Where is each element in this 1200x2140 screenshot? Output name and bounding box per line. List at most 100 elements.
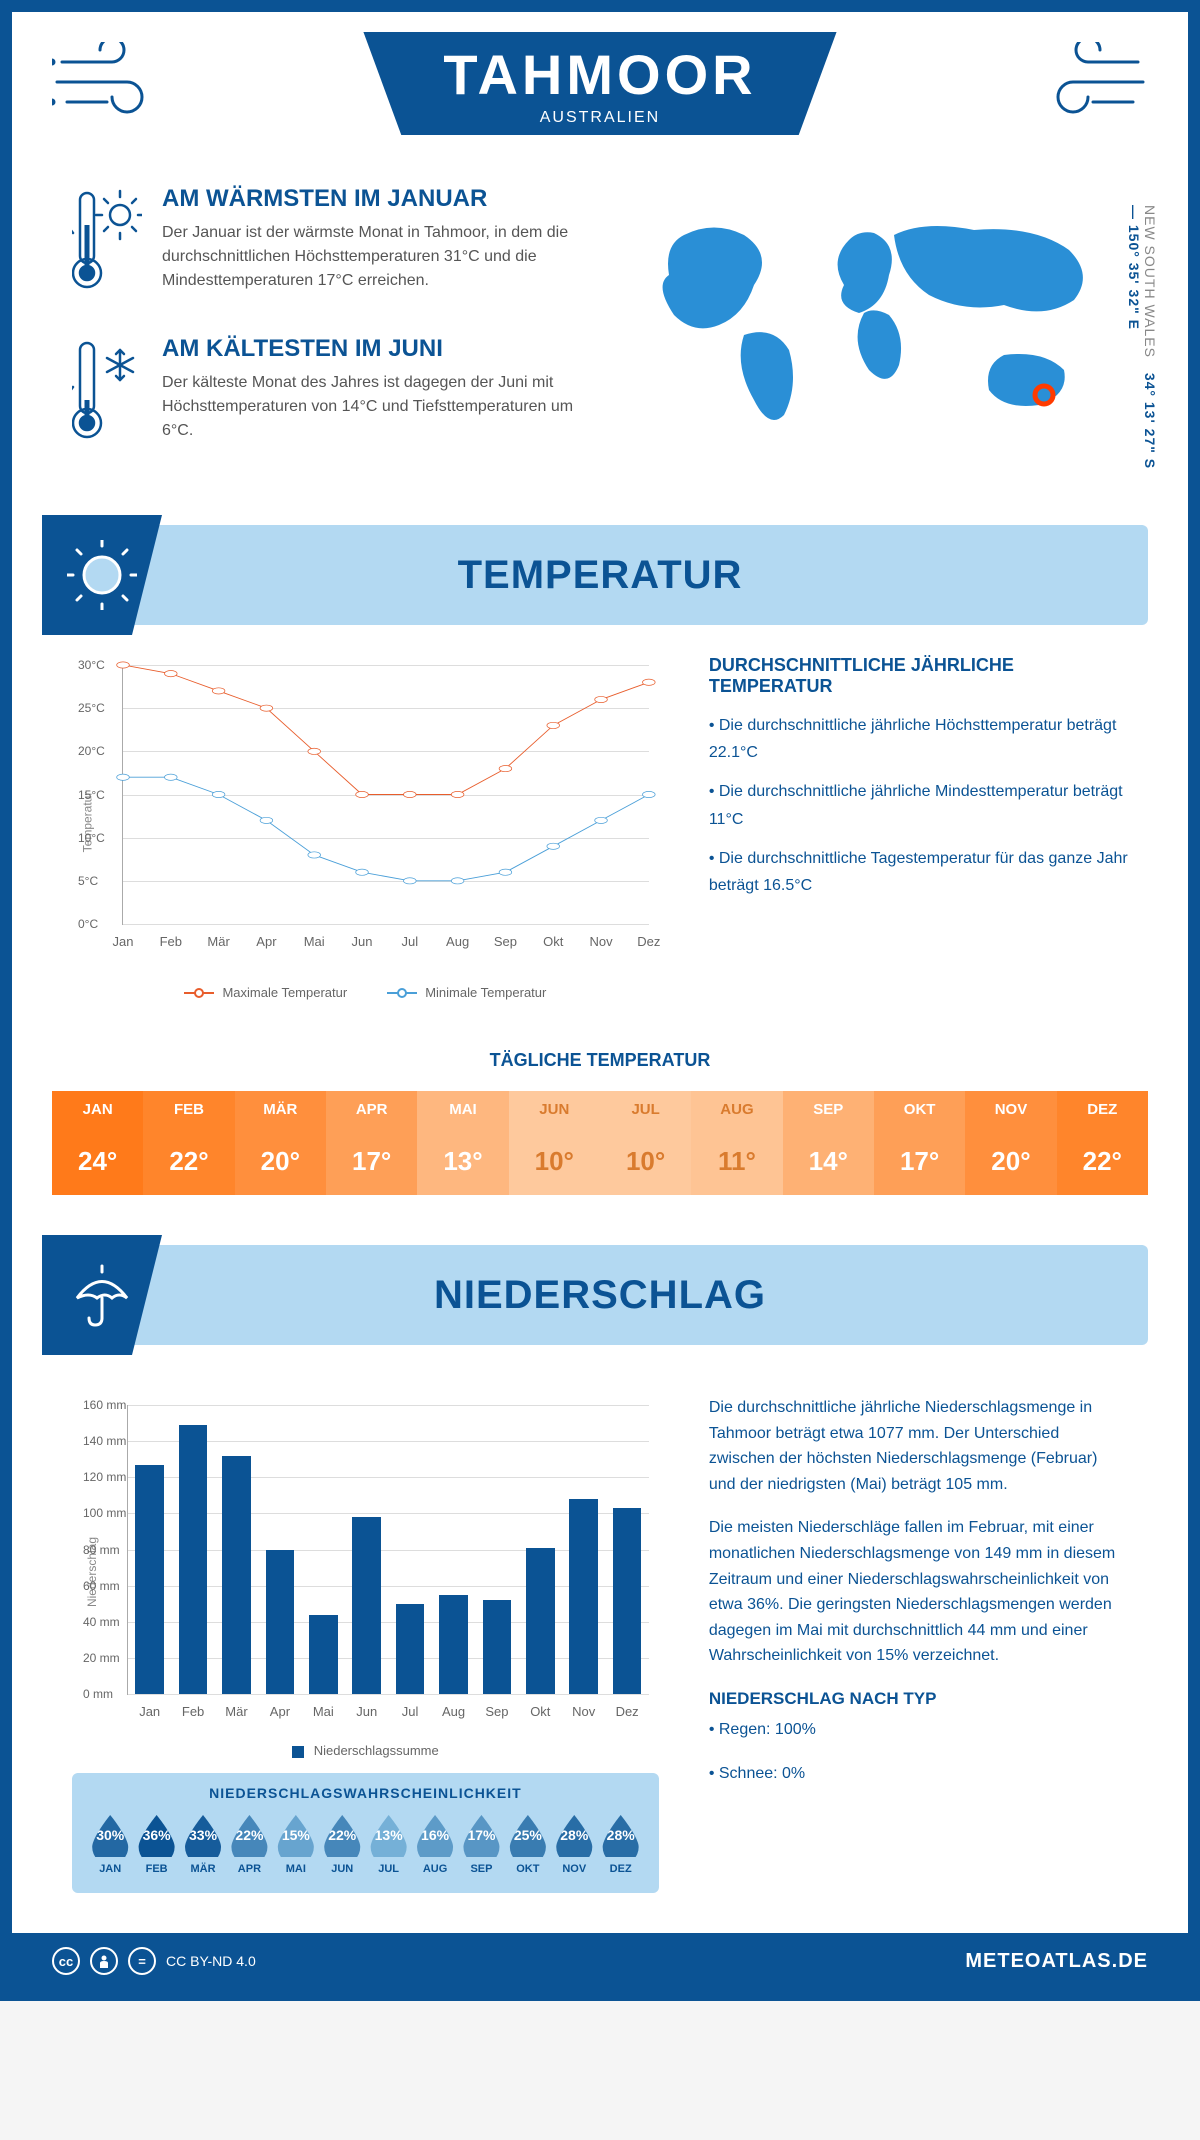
prob-item: 17%SEP: [458, 1813, 504, 1875]
raindrop-icon: 13%: [367, 1813, 411, 1857]
precip-bar: [613, 1508, 642, 1694]
x-tick-label: Mär: [225, 1704, 247, 1719]
x-tick-label: Apr: [270, 1704, 290, 1719]
precip-bar: [569, 1499, 598, 1694]
temp-table-col: JUN10°: [509, 1091, 600, 1195]
precip-type-heading: NIEDERSCHLAG NACH TYP: [709, 1689, 1128, 1709]
warmest-fact: AM WÄRMSTEN IM JANUAR Der Januar ist der…: [72, 185, 580, 300]
temp-table-col: JUL10°: [600, 1091, 691, 1195]
temp-col-value: 24°: [52, 1128, 143, 1195]
temp-col-month: JUL: [600, 1091, 691, 1128]
warmest-text: Der Januar ist der wärmste Monat in Tahm…: [162, 221, 580, 293]
coldest-text: Der kälteste Monat des Jahres ist dagege…: [162, 371, 580, 443]
world-map-icon: [620, 185, 1128, 445]
x-tick-label: Nov: [589, 934, 612, 949]
temp-col-month: AUG: [691, 1091, 782, 1128]
precip-para-1: Die durchschnittliche jährliche Niedersc…: [709, 1395, 1128, 1497]
prob-item: 36%FEB: [133, 1813, 179, 1875]
temperature-line-chart: Temperatur 0°C5°C10°C15°C20°C25°C30°CJan…: [72, 655, 659, 1000]
raindrop-icon: 15%: [274, 1813, 318, 1857]
footer: cc = CC BY-ND 4.0 METEOATLAS.DE: [12, 1933, 1188, 1989]
x-tick-label: Okt: [543, 934, 563, 949]
temp-col-month: OKT: [874, 1091, 965, 1128]
temp-col-month: FEB: [143, 1091, 234, 1128]
temp-col-month: JUN: [509, 1091, 600, 1128]
prob-month-label: DEZ: [597, 1863, 643, 1875]
umbrella-icon: [42, 1235, 162, 1355]
temp-col-month: SEP: [783, 1091, 874, 1128]
temp-col-value: 10°: [509, 1128, 600, 1195]
thermometer-hot-icon: [72, 185, 142, 300]
temperature-heading: TEMPERATUR: [52, 553, 1148, 598]
thermometer-cold-icon: [72, 335, 142, 450]
raindrop-icon: 30%: [88, 1813, 132, 1857]
prob-heading: NIEDERSCHLAGSWAHRSCHEINLICHKEIT: [87, 1785, 644, 1801]
temp-col-value: 17°: [326, 1128, 417, 1195]
prob-item: 28%NOV: [551, 1813, 597, 1875]
y-tick-label: 160 mm: [83, 1398, 126, 1412]
prob-month-label: AUG: [412, 1863, 458, 1875]
prob-item: 16%AUG: [412, 1813, 458, 1875]
brand-label: METEOATLAS.DE: [965, 1950, 1148, 1973]
temp-table-col: JAN24°: [52, 1091, 143, 1195]
raindrop-icon: 22%: [320, 1813, 364, 1857]
y-tick-label: 30°C: [78, 658, 105, 672]
x-tick-label: Jun: [352, 934, 373, 949]
country-subtitle: AUSTRALIEN: [443, 109, 756, 127]
y-tick-label: 5°C: [78, 874, 98, 888]
raindrop-icon: 28%: [599, 1813, 643, 1857]
x-tick-label: Aug: [446, 934, 469, 949]
temp-table-col: OKT17°: [874, 1091, 965, 1195]
prob-item: 33%MÄR: [180, 1813, 226, 1875]
temp-col-month: MAI: [417, 1091, 508, 1128]
legend-swatch: [292, 1746, 304, 1758]
y-tick-label: 60 mm: [83, 1579, 120, 1593]
x-tick-label: Mär: [207, 934, 229, 949]
precip-para-2: Die meisten Niederschläge fallen im Febr…: [709, 1515, 1128, 1669]
x-tick-label: Jun: [356, 1704, 377, 1719]
coldest-heading: AM KÄLTESTEN IM JUNI: [162, 335, 580, 363]
y-tick-label: 140 mm: [83, 1434, 126, 1448]
precip-bar: [222, 1456, 251, 1694]
y-tick-label: 80 mm: [83, 1543, 120, 1557]
raindrop-icon: 33%: [181, 1813, 225, 1857]
raindrop-icon: 22%: [227, 1813, 271, 1857]
prob-month-label: JUL: [365, 1863, 411, 1875]
precip-bar: [396, 1604, 425, 1694]
precipitation-heading: NIEDERSCHLAG: [52, 1273, 1148, 1318]
precip-type-line: • Regen: 100%: [709, 1717, 1128, 1743]
prob-item: 22% JUN: [319, 1813, 365, 1875]
raindrop-icon: 36%: [135, 1813, 179, 1857]
temp-bullet: • Die durchschnittliche jährliche Mindes…: [709, 778, 1128, 832]
y-tick-label: 20 mm: [83, 1651, 120, 1665]
prob-month-label: JUN: [319, 1863, 365, 1875]
x-tick-label: Jul: [402, 1704, 419, 1719]
prob-month-label: SEP: [458, 1863, 504, 1875]
title-banner: TAHMOOR AUSTRALIEN: [363, 32, 836, 135]
coldest-fact: AM KÄLTESTEN IM JUNI Der kälteste Monat …: [72, 335, 580, 450]
y-tick-label: 10°C: [78, 831, 105, 845]
temp-col-value: 20°: [965, 1128, 1056, 1195]
x-tick-label: Apr: [256, 934, 276, 949]
temp-col-value: 13°: [417, 1128, 508, 1195]
temp-col-value: 22°: [1057, 1128, 1148, 1195]
y-tick-label: 25°C: [78, 701, 105, 715]
temp-table-col: AUG11°: [691, 1091, 782, 1195]
temp-summary-heading: DURCHSCHNITTLICHE JÄHRLICHE TEMPERATUR: [709, 655, 1128, 697]
temperature-legend: Maximale TemperaturMinimale Temperatur: [72, 985, 659, 1000]
precipitation-probability-box: NIEDERSCHLAGSWAHRSCHEINLICHKEIT 30%JAN36…: [72, 1773, 659, 1893]
temp-bullet: • Die durchschnittliche Tagestemperatur …: [709, 845, 1128, 899]
temp-table-col: MAI13°: [417, 1091, 508, 1195]
precip-type-line: • Schnee: 0%: [709, 1761, 1128, 1787]
temp-bullet: • Die durchschnittliche jährliche Höchst…: [709, 712, 1128, 766]
precipitation-row: Niederschlag 0 mm20 mm40 mm60 mm80 mm100…: [12, 1375, 1188, 1913]
temp-col-value: 22°: [143, 1128, 234, 1195]
prob-month-label: MAI: [273, 1863, 319, 1875]
daily-temp-heading: TÄGLICHE TEMPERATUR: [52, 1050, 1148, 1071]
legend-item: Maximale Temperatur: [184, 985, 347, 1000]
precip-bar: [526, 1548, 555, 1694]
x-tick-label: Feb: [160, 934, 182, 949]
temp-col-month: NOV: [965, 1091, 1056, 1128]
y-tick-label: 0°C: [78, 917, 98, 931]
x-tick-label: Okt: [530, 1704, 550, 1719]
